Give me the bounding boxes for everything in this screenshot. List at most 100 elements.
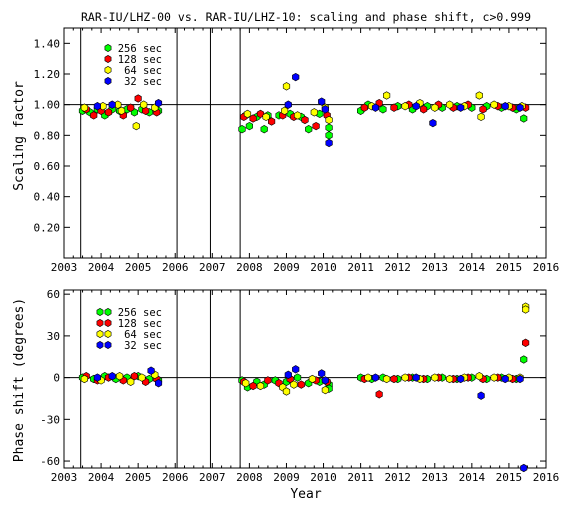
data-point xyxy=(516,374,524,384)
x-tick-label: 2009 xyxy=(273,471,300,484)
legend-marker xyxy=(104,319,112,327)
data-point xyxy=(308,374,317,384)
legend-marker xyxy=(96,341,104,349)
data-point xyxy=(108,100,116,109)
data-point xyxy=(325,131,333,140)
data-point xyxy=(521,338,530,347)
data-point xyxy=(312,121,320,131)
legend-marker xyxy=(104,308,112,316)
data-point xyxy=(292,365,300,374)
data-point xyxy=(301,115,309,125)
x-tick-label: 2003 xyxy=(51,471,78,484)
data-point xyxy=(445,100,454,109)
data-point xyxy=(360,103,368,112)
data-point xyxy=(116,372,124,381)
data-point xyxy=(93,373,101,382)
x-tick-label: 2016 xyxy=(533,261,560,274)
data-point xyxy=(155,379,163,388)
y-tick-label: 30 xyxy=(47,330,60,343)
data-point xyxy=(242,379,250,388)
data-point xyxy=(390,103,398,112)
data-point xyxy=(429,118,437,128)
data-point xyxy=(321,385,330,395)
y-tick-label: 1.00 xyxy=(34,99,61,112)
legend-marker xyxy=(104,330,112,338)
x-axis-label-year: Year xyxy=(290,487,321,502)
data-point xyxy=(264,376,272,385)
data-point xyxy=(521,305,530,314)
x-tick-label: 2009 xyxy=(273,261,300,274)
data-point xyxy=(284,100,292,109)
data-point xyxy=(127,103,135,112)
data-point xyxy=(138,373,146,382)
data-point xyxy=(401,373,409,382)
x-tick-label: 2003 xyxy=(51,261,78,274)
x-tick-label: 2006 xyxy=(162,471,189,484)
data-point xyxy=(297,380,305,389)
legend-marker xyxy=(96,308,104,316)
legend-label: 32 sec xyxy=(124,76,162,88)
legend-marker xyxy=(104,77,112,85)
legend-marker xyxy=(104,44,112,52)
data-point xyxy=(475,372,483,381)
data-point xyxy=(284,370,292,379)
x-tick-label: 2013 xyxy=(422,471,449,484)
data-point xyxy=(520,355,528,364)
x-tick-label: 2005 xyxy=(125,261,152,274)
data-point xyxy=(475,91,483,100)
data-point xyxy=(305,125,313,134)
data-point xyxy=(147,366,155,375)
data-point xyxy=(142,106,150,115)
data-point xyxy=(245,121,253,131)
legend-marker xyxy=(96,330,104,338)
data-point xyxy=(516,103,524,112)
data-point xyxy=(379,105,387,114)
data-point xyxy=(325,115,333,125)
data-point xyxy=(321,376,330,385)
data-point xyxy=(238,125,246,134)
legend-marker xyxy=(96,319,104,327)
data-point xyxy=(117,106,126,115)
data-point xyxy=(293,373,302,382)
data-point xyxy=(382,91,391,100)
x-tick-label: 2013 xyxy=(422,261,449,274)
data-point xyxy=(477,391,485,400)
data-point xyxy=(520,114,528,123)
phase-shift-panel: 2003 2004 2005 2006 2007 2008 2009 2010 2011 2012… xyxy=(40,288,559,484)
data-point xyxy=(80,374,88,384)
legend-marker xyxy=(104,341,112,349)
x-tick-label: 2012 xyxy=(384,261,411,274)
legend-label: 32 sec xyxy=(124,340,162,352)
data-point xyxy=(318,97,326,106)
x-tick-label: 2016 xyxy=(533,471,560,484)
data-point xyxy=(260,125,268,134)
x-tick-label: 2005 xyxy=(125,471,152,484)
data-point xyxy=(290,380,298,389)
legend-marker xyxy=(104,66,112,74)
data-point xyxy=(280,106,289,115)
y-tick-label: 0 xyxy=(53,372,60,385)
y-axis-label-phase: Phase shift (degrees) xyxy=(12,298,27,462)
data-point xyxy=(282,82,291,91)
data-point xyxy=(479,105,487,114)
data-point xyxy=(371,373,380,382)
data-point xyxy=(262,112,270,122)
legend-marker xyxy=(104,55,112,63)
data-point xyxy=(364,373,372,382)
x-tick-label: 2007 xyxy=(199,261,226,274)
x-tick-label: 2015 xyxy=(496,261,523,274)
data-point xyxy=(375,390,383,399)
data-point xyxy=(477,112,485,122)
y-tick-label: -60 xyxy=(40,455,60,468)
x-tick-label: 2015 xyxy=(496,471,523,484)
data-point xyxy=(325,138,333,148)
data-point xyxy=(431,373,439,382)
data-point xyxy=(243,109,252,119)
x-tick-label: 2008 xyxy=(236,471,263,484)
y-axis-label-scaling: Scaling factor xyxy=(12,81,27,191)
y-tick-label: 1.40 xyxy=(34,37,61,50)
data-point xyxy=(140,100,148,109)
x-tick-label: 2011 xyxy=(347,471,374,484)
y-tick-label: 0.20 xyxy=(34,221,61,234)
